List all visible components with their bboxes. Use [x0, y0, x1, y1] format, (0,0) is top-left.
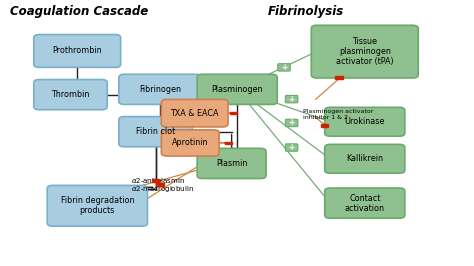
- FancyBboxPatch shape: [325, 144, 405, 173]
- FancyBboxPatch shape: [311, 25, 418, 78]
- Bar: [156, 183, 164, 186]
- FancyBboxPatch shape: [119, 117, 192, 147]
- Bar: [152, 179, 159, 182]
- FancyBboxPatch shape: [119, 74, 201, 105]
- FancyBboxPatch shape: [161, 99, 228, 127]
- Bar: [336, 76, 343, 79]
- Text: Fibrin clot: Fibrin clot: [136, 127, 175, 136]
- Text: Kallikrein: Kallikrein: [346, 154, 383, 163]
- FancyBboxPatch shape: [197, 74, 277, 105]
- Text: +: +: [281, 63, 287, 72]
- Text: Plasmin: Plasmin: [216, 159, 247, 168]
- FancyBboxPatch shape: [325, 107, 405, 136]
- FancyBboxPatch shape: [325, 188, 405, 218]
- Text: +: +: [289, 143, 295, 152]
- Text: Aprotinin: Aprotinin: [172, 138, 209, 147]
- Text: Urokinase: Urokinase: [345, 117, 385, 126]
- Text: TXA & EACA: TXA & EACA: [171, 109, 219, 118]
- Text: Coagulation Cascade: Coagulation Cascade: [10, 5, 148, 18]
- FancyBboxPatch shape: [285, 95, 298, 103]
- Bar: [321, 124, 328, 127]
- FancyBboxPatch shape: [285, 144, 298, 151]
- Text: Thrombin: Thrombin: [51, 90, 90, 99]
- Text: $\alpha$2-antiplasmin: $\alpha$2-antiplasmin: [131, 176, 185, 186]
- Text: +: +: [289, 118, 295, 127]
- FancyBboxPatch shape: [197, 148, 266, 178]
- Text: Prothrombin: Prothrombin: [53, 47, 102, 56]
- FancyBboxPatch shape: [285, 119, 298, 127]
- Text: Contact
activation: Contact activation: [345, 194, 385, 213]
- Bar: [225, 142, 232, 144]
- FancyBboxPatch shape: [161, 130, 219, 156]
- FancyBboxPatch shape: [34, 35, 120, 67]
- FancyBboxPatch shape: [47, 185, 147, 226]
- Text: Plasminogen activator
inhibitor 1 & 2: Plasminogen activator inhibitor 1 & 2: [303, 109, 374, 120]
- FancyBboxPatch shape: [278, 64, 290, 71]
- Text: Fibrin degradation
products: Fibrin degradation products: [61, 196, 134, 215]
- Text: $\alpha$2-macroglobulin: $\alpha$2-macroglobulin: [131, 184, 194, 194]
- Text: Fibrinogen: Fibrinogen: [139, 85, 181, 94]
- Text: Tissue
plasminogen
activator (tPA): Tissue plasminogen activator (tPA): [336, 37, 393, 66]
- Bar: [230, 112, 237, 114]
- FancyBboxPatch shape: [34, 80, 107, 110]
- Text: Fibrinolysis: Fibrinolysis: [267, 5, 344, 18]
- Text: Plasminogen: Plasminogen: [211, 85, 263, 94]
- Text: +: +: [289, 95, 295, 104]
